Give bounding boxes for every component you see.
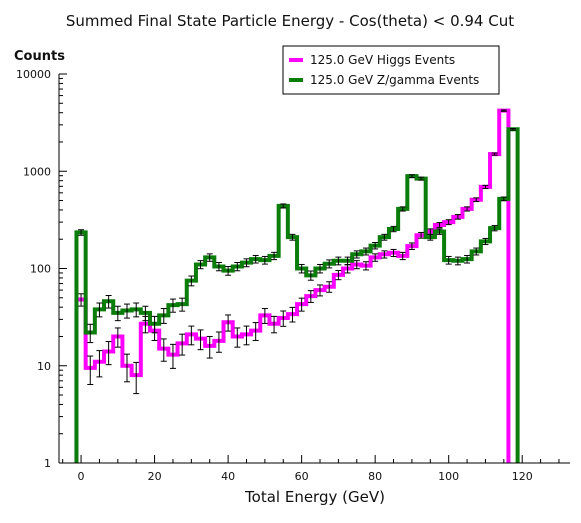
legend-higgs-label: 125.0 GeV Higgs Events — [310, 53, 455, 67]
legend-box — [282, 45, 500, 95]
legend: 125.0 GeV Higgs Events 125.0 GeV Z/gamma… — [282, 45, 500, 95]
y-tick-label: 10 — [37, 360, 51, 373]
x-tick-label: 100 — [438, 470, 459, 483]
y-tick-label: 1 — [44, 457, 51, 470]
x-tick-label: 40 — [221, 470, 235, 483]
y-tick-label: 1000 — [23, 165, 51, 178]
y-tick-label: 10000 — [16, 68, 51, 81]
plot-area: 1 10 100 1000 10000 0 20 40 60 80 100 120 — [16, 68, 570, 483]
histogram-zgamma — [74, 127, 520, 463]
legend-zgamma-label: 125.0 GeV Z/gamma Events — [310, 73, 479, 87]
x-axis-label: Total Energy (GeV) — [244, 488, 385, 506]
histogram-higgs — [74, 108, 511, 463]
x-tick-label: 120 — [512, 470, 533, 483]
x-tick-label: 80 — [368, 470, 382, 483]
x-tick-label: 20 — [148, 470, 162, 483]
y-tick-label: 100 — [30, 263, 51, 276]
y-axis-label: Counts — [14, 49, 65, 64]
x-tick-label: 60 — [295, 470, 309, 483]
x-tick-label: 0 — [78, 470, 85, 483]
chart-title: Summed Final State Particle Energy - Cos… — [66, 12, 514, 30]
